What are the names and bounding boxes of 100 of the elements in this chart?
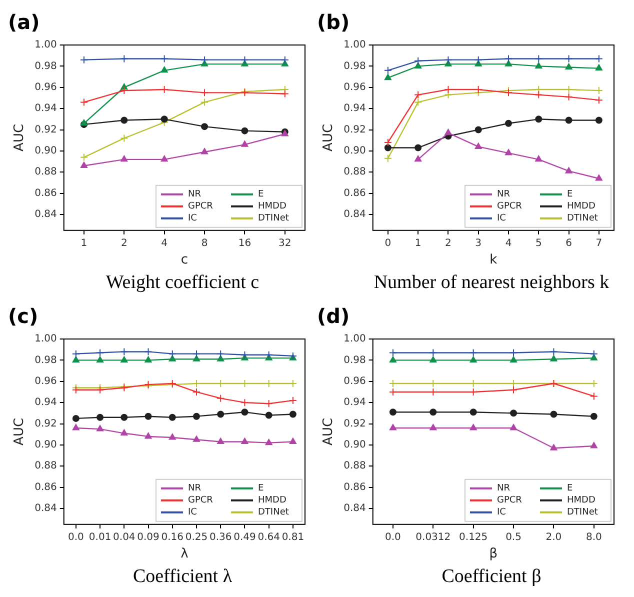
y-tick-label: 0.98 — [344, 354, 366, 366]
x-tick-label: 0.01 — [88, 532, 112, 543]
y-tick-label: 0.92 — [344, 418, 366, 430]
x-axis-title: k — [490, 252, 498, 268]
legend-label: HMDD — [567, 202, 596, 212]
y-tick-label: 0.84 — [34, 503, 57, 514]
legend-label: IC — [188, 508, 197, 518]
x-tick-label: 16 — [238, 238, 252, 249]
y-tick-label: 0.92 — [34, 124, 57, 136]
legend-label: NR — [188, 484, 201, 494]
x-axis-title: λ — [180, 546, 189, 562]
legend-label: GPCR — [497, 496, 522, 506]
x-tick-label: 2 — [120, 238, 128, 249]
legend-label: E — [258, 484, 264, 494]
y-tick-label: 0.90 — [34, 146, 57, 157]
y-tick-label: 0.96 — [344, 82, 366, 93]
x-tick-label: 0.5 — [506, 532, 522, 543]
y-tick-label: 0.90 — [34, 440, 57, 451]
chart-title: (d) — [317, 303, 351, 330]
x-tick-label: 8.0 — [586, 532, 602, 543]
legend-label: E — [567, 484, 573, 494]
y-tick-label: 1.00 — [344, 40, 366, 51]
y-tick-label: 0.90 — [344, 146, 366, 157]
y-tick-label: 0.98 — [344, 60, 366, 72]
chart-title: (a) — [8, 9, 41, 36]
y-tick-label: 0.98 — [34, 60, 57, 72]
y-tick-label: 0.96 — [34, 376, 57, 387]
legend-label: E — [567, 190, 573, 200]
legend-label: GPCR — [497, 202, 522, 212]
legend-label: HMDD — [258, 202, 286, 212]
x-tick-label: 2.0 — [546, 532, 562, 543]
x-tick-label: 0.0 — [68, 532, 84, 543]
x-tick-label: 0.16 — [161, 532, 184, 543]
x-tick-label: 7 — [596, 238, 602, 249]
y-tick-label: 0.90 — [344, 440, 366, 451]
text: Number of nearest neighbors k — [372, 272, 610, 294]
x-tick-label: 3 — [475, 238, 482, 249]
x-tick-label: 32 — [278, 238, 292, 249]
y-tick-label: 0.92 — [344, 124, 366, 136]
legend-label: NR — [188, 190, 201, 200]
y-tick-label: 0.84 — [34, 209, 57, 220]
x-tick-label: 4 — [505, 238, 512, 249]
y-tick-label: 0.86 — [344, 188, 366, 199]
legend-label: DTINet — [567, 508, 598, 518]
y-tick-label: 1.00 — [34, 334, 57, 345]
x-tick-label: 0.125 — [459, 532, 488, 543]
legend-label: IC — [497, 508, 506, 518]
y-axis-title: AUC — [12, 124, 28, 152]
x-tick-label: 0.0312 — [416, 532, 451, 543]
y-tick-label: 0.94 — [344, 103, 366, 114]
y-tick-label: 1.00 — [344, 334, 366, 345]
y-tick-label: 0.88 — [34, 460, 57, 472]
legend-label: NR — [497, 484, 510, 494]
x-tick-label: 4 — [161, 238, 168, 249]
x-tick-label: 0.25 — [185, 532, 208, 543]
y-axis-title: AUC — [12, 418, 28, 446]
x-axis-title: β — [489, 546, 498, 562]
y-tick-label: 0.86 — [344, 482, 366, 493]
x-tick-label: 0.0 — [385, 532, 401, 543]
y-axis-title: AUC — [321, 418, 336, 446]
legend-label: GPCR — [188, 202, 213, 212]
legend-label: DTINet — [258, 214, 290, 224]
legend-label: HMDD — [258, 496, 286, 506]
x-tick-label: 0.36 — [209, 532, 232, 543]
y-tick-label: 0.94 — [34, 103, 57, 114]
legend-label: E — [258, 190, 264, 200]
y-tick-label: 0.94 — [344, 397, 366, 408]
y-tick-label: 0.96 — [344, 376, 366, 387]
x-tick-label: 6 — [566, 238, 572, 249]
legend-label: DTINet — [567, 214, 598, 224]
legend-label: NR — [497, 190, 510, 200]
x-tick-label: 5 — [535, 238, 542, 249]
legend-label: GPCR — [188, 496, 213, 506]
legend-label: IC — [497, 214, 506, 224]
text: Weight coefficient c — [104, 272, 260, 294]
y-tick-label: 0.94 — [34, 397, 57, 408]
chart-title: (c) — [8, 303, 40, 330]
x-tick-label: 0 — [384, 238, 392, 249]
x-tick-label: 2 — [445, 238, 452, 249]
legend-label: DTINet — [258, 508, 290, 518]
y-tick-label: 0.92 — [34, 418, 57, 430]
y-tick-label: 0.88 — [344, 166, 366, 178]
y-tick-label: 0.88 — [34, 166, 57, 178]
y-tick-label: 0.84 — [344, 209, 366, 220]
y-tick-label: 0.86 — [34, 188, 57, 199]
x-tick-label: 0.81 — [282, 532, 304, 543]
x-tick-label: 0.64 — [258, 532, 280, 543]
x-tick-label: 0.09 — [137, 532, 160, 543]
chart-title: (b) — [317, 9, 351, 36]
text: Coefficient β — [440, 566, 542, 588]
x-axis-title: c — [180, 252, 188, 268]
x-tick-label: 0.04 — [113, 532, 136, 543]
y-axis-title: AUC — [321, 124, 336, 152]
legend-label: HMDD — [567, 496, 596, 506]
y-tick-label: 0.96 — [34, 82, 57, 93]
x-tick-label: 1 — [414, 238, 422, 249]
y-tick-label: 0.86 — [34, 482, 57, 493]
x-tick-label: 1 — [80, 238, 88, 249]
x-tick-label: 8 — [201, 238, 208, 249]
y-tick-label: 1.00 — [34, 40, 57, 51]
